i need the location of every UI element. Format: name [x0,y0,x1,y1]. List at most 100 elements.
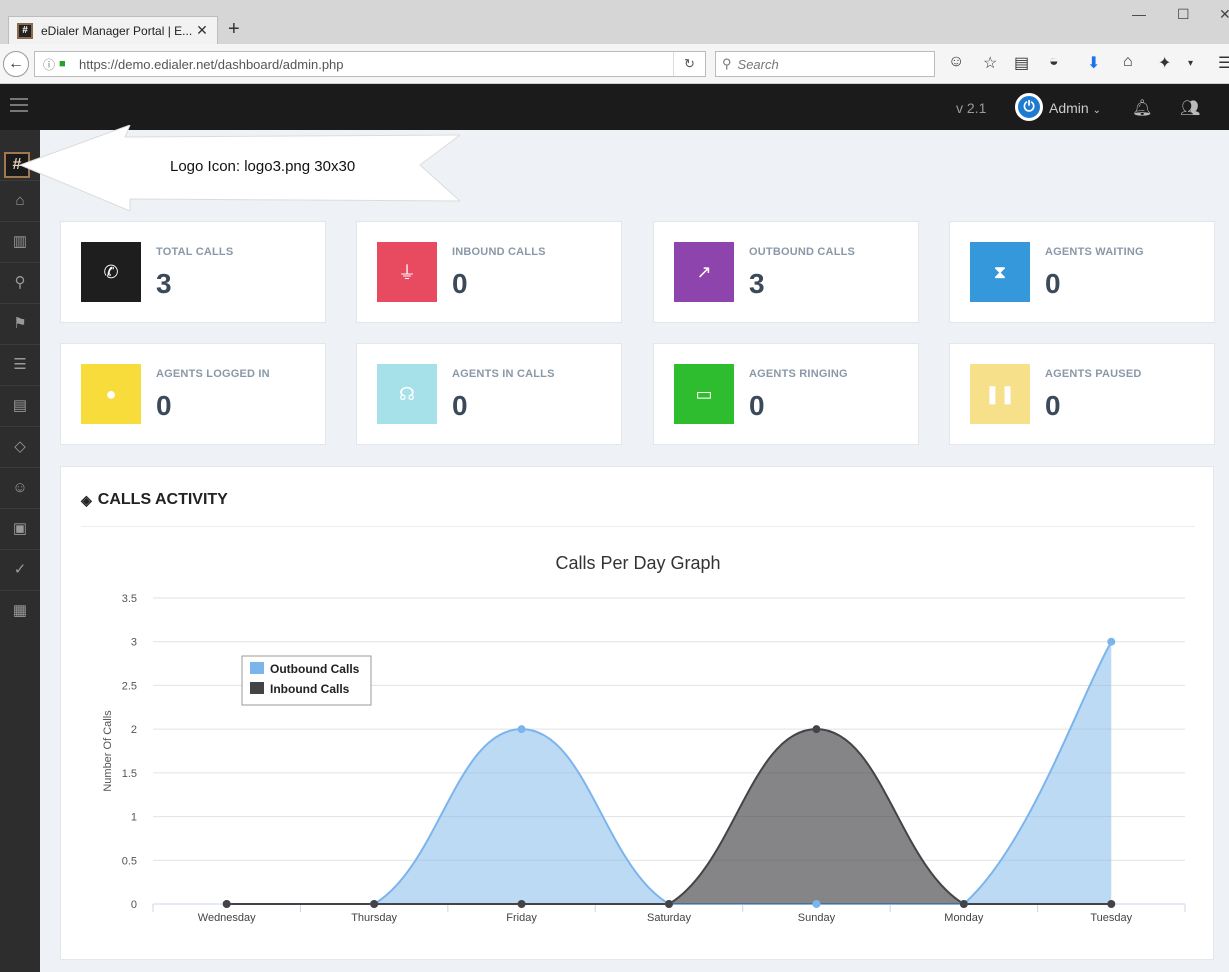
stat-label: AGENTS PAUSED [1045,368,1142,380]
stat-value: 3 [749,268,765,299]
stat-value: 0 [1045,390,1061,421]
external-link-icon: ↗ [674,242,734,302]
users-icon[interactable]: 👥︎ [1180,100,1201,117]
browser-nav-bar: ← ⓘ ■ https://demo.edialer.net/dashboard… [0,44,1229,84]
admin-menu[interactable]: Admin ⌄ [1049,100,1101,116]
y-tick-label: 2.5 [122,680,137,692]
y-tick-label: 3.5 [122,593,137,605]
reload-icon[interactable]: ↻ [673,52,705,76]
favicon-icon: # [17,22,33,39]
user-icon[interactable]: ☺ [0,467,40,507]
back-icon[interactable]: ← [3,51,29,77]
home-browser-icon[interactable]: ⌂ [1123,53,1133,70]
user-search-icon[interactable]: ⚲ [0,262,40,302]
menu-icon[interactable]: ☰ [1218,55,1229,72]
new-tab-icon[interactable]: + [228,18,240,40]
hamburger-icon[interactable] [10,98,28,116]
maximize-icon[interactable]: ☐ [1177,6,1190,22]
plug-icon: ⏚ [377,242,437,302]
url-bar[interactable]: ⓘ ■ https://demo.edialer.net/dashboard/a… [34,51,706,77]
legend-swatch [250,662,264,674]
y-tick-label: 2 [131,724,137,736]
url-text[interactable]: https://demo.edialer.net/dashboard/admin… [79,56,344,72]
list-icon[interactable]: ☰ [0,344,40,384]
stat-label: AGENTS WAITING [1045,246,1144,258]
bell-icon[interactable]: 🔔︎ [1132,100,1153,117]
data-point [370,900,379,908]
stat-card-outbound-calls: ↗ OUTBOUND CALLS 3 [653,221,919,323]
addon-icon[interactable]: ✦ [1158,55,1172,72]
user-icon: ● [81,364,141,424]
series-line-inbound-calls [226,728,1112,906]
download-icon[interactable]: ⬇ [1087,55,1101,72]
lock-icon: ■ [59,58,66,70]
stat-label: AGENTS RINGING [749,368,848,380]
data-point [812,900,821,908]
chart-title: Calls Per Day Graph [555,553,720,573]
power-icon[interactable]: ⏻ [1015,93,1043,121]
callout-arrow [20,125,460,211]
bar-chart-icon[interactable]: ▥ [0,221,40,261]
x-tick-label: Monday [944,912,984,924]
stat-card-agents-logged-in: ● AGENTS LOGGED IN 0 [60,343,326,445]
y-tick-label: 3 [131,637,137,649]
y-tick-label: 0.5 [122,855,137,867]
close-window-icon[interactable]: ✕ [1219,6,1229,22]
flag-icon[interactable]: ⚑ [0,303,40,343]
legend-entry: Inbound Calls [270,682,350,696]
callout-text: Logo Icon: logo3.png 30x30 [170,158,356,175]
info-icon[interactable]: ⓘ [42,57,55,72]
headset-icon: ☊ [377,364,437,424]
tab-title: eDialer Manager Portal | E... [41,23,193,38]
chevron-down-icon: ⌄ [1092,105,1101,116]
reading-list-icon[interactable]: ▤ [1014,55,1030,72]
bookmark-star-icon[interactable]: ☆ [983,55,998,72]
series-area-outbound-calls [226,641,1112,904]
version-label: v 2.1 [956,100,987,116]
stat-card-agents-in-calls: ☊ AGENTS IN CALLS 0 [356,343,622,445]
data-point [812,725,821,734]
phone-icon: ✆ [81,242,141,302]
browser-search-input[interactable]: ⚲ Search [715,51,935,77]
close-tab-icon[interactable]: ✕ [196,22,208,38]
y-tick-label: 1 [131,812,137,824]
stat-value: 0 [156,390,172,421]
stat-value: 0 [749,390,765,421]
data-point [1107,900,1116,908]
data-point [1107,637,1116,646]
minimize-icon[interactable]: — [1132,6,1146,22]
stat-label: TOTAL CALLS [156,246,234,258]
panel-title: ◈ CALLS ACTIVITY [81,491,228,509]
stat-value: 0 [1045,268,1061,299]
stat-card-total-calls: ✆ TOTAL CALLS 3 [60,221,326,323]
code-file-icon[interactable]: ▤ [0,385,40,425]
browser-tab[interactable]: # eDialer Manager Portal | E... ✕ [8,16,218,44]
stat-label: OUTBOUND CALLS [749,246,856,258]
legend-box [241,655,372,706]
stat-label: INBOUND CALLS [452,246,546,258]
admin-label: Admin [1049,100,1089,116]
user-check-icon[interactable]: ✓ [0,549,40,589]
data-point [222,900,231,908]
sidebar: # ⌂ ▥ ⚲ ⚑ ☰ ▤ ◇ ☺ ▣ ✓ ▦ [0,130,40,972]
panel-divider [81,526,1195,527]
pocket-icon[interactable]: ◒ [1049,53,1059,70]
stat-value: 3 [156,268,172,299]
x-tick-label: Wednesday [198,912,256,924]
panel-title-text: CALLS ACTIVITY [97,491,228,508]
home-icon[interactable]: ⌂ [0,180,40,220]
legend-entry: Outbound Calls [270,662,360,676]
x-tick-label: Tuesday [1090,912,1132,924]
overflow-chevron-icon[interactable]: ▾ [1188,58,1194,69]
pause-icon: ❚❚ [970,364,1030,424]
search-icon: ⚲ [722,56,732,71]
x-tick-label: Thursday [351,912,397,924]
calls-activity-panel: ◈ CALLS ACTIVITY Calls Per Day Graph Numb… [60,466,1214,960]
y-tick-label: 0 [131,899,137,911]
data-point [517,900,526,908]
diamond-icon[interactable]: ◇ [0,426,40,466]
document-icon[interactable]: ▦ [0,590,40,630]
stat-card-agents-ringing: ▭ AGENTS RINGING 0 [653,343,919,445]
bag-icon[interactable]: ▣ [0,508,40,548]
extension-icon[interactable]: ☺ [948,53,965,70]
